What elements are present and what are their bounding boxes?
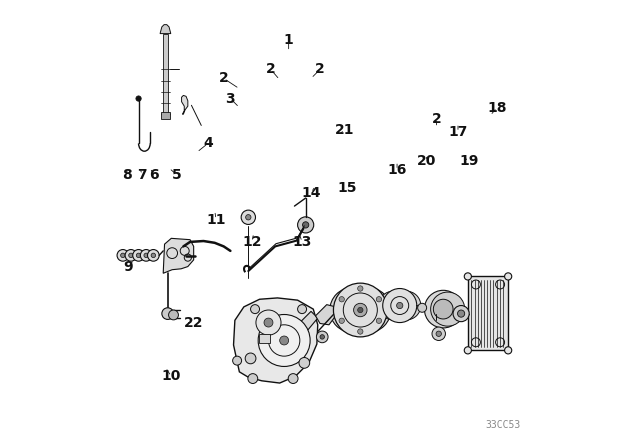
Circle shape — [330, 288, 374, 332]
Text: 1: 1 — [284, 33, 294, 47]
Circle shape — [316, 331, 328, 343]
Text: 7: 7 — [138, 168, 147, 182]
Polygon shape — [160, 25, 171, 34]
Polygon shape — [316, 305, 336, 325]
Text: 17: 17 — [448, 125, 468, 139]
Circle shape — [376, 318, 381, 323]
Circle shape — [136, 253, 141, 258]
Circle shape — [453, 306, 469, 322]
Polygon shape — [163, 238, 194, 273]
Circle shape — [298, 217, 314, 233]
Circle shape — [383, 289, 417, 323]
Text: 19: 19 — [459, 154, 479, 168]
Circle shape — [464, 347, 472, 354]
Circle shape — [379, 291, 408, 320]
Circle shape — [339, 318, 344, 323]
Circle shape — [418, 303, 427, 312]
Circle shape — [288, 374, 298, 383]
Circle shape — [504, 347, 512, 354]
Circle shape — [358, 307, 363, 313]
Polygon shape — [234, 298, 317, 383]
Text: 8: 8 — [122, 168, 132, 182]
Text: 33CC53: 33CC53 — [485, 420, 520, 430]
Circle shape — [258, 314, 310, 366]
Circle shape — [392, 291, 421, 320]
Circle shape — [233, 356, 242, 365]
Circle shape — [433, 299, 453, 319]
Text: 3: 3 — [225, 91, 236, 106]
Text: 2: 2 — [431, 112, 442, 126]
Polygon shape — [298, 311, 317, 332]
Circle shape — [120, 253, 125, 258]
Text: 10: 10 — [161, 369, 181, 383]
Text: 11: 11 — [206, 212, 226, 227]
Circle shape — [432, 327, 445, 340]
Circle shape — [251, 305, 260, 314]
Circle shape — [424, 290, 462, 328]
Text: 21: 21 — [335, 123, 355, 137]
Circle shape — [353, 303, 367, 317]
Circle shape — [464, 273, 472, 280]
Circle shape — [280, 336, 289, 345]
Text: 6: 6 — [149, 168, 159, 182]
Circle shape — [248, 374, 258, 383]
Circle shape — [151, 253, 156, 258]
Circle shape — [147, 250, 159, 261]
Circle shape — [397, 302, 403, 309]
Circle shape — [358, 329, 363, 334]
Circle shape — [117, 250, 129, 261]
Polygon shape — [182, 95, 188, 114]
Circle shape — [504, 273, 512, 280]
Text: 5: 5 — [172, 168, 182, 182]
Circle shape — [125, 250, 137, 261]
Text: 22: 22 — [184, 315, 204, 330]
Circle shape — [144, 253, 148, 258]
Circle shape — [140, 250, 152, 261]
Circle shape — [358, 286, 363, 291]
Circle shape — [320, 335, 324, 339]
Text: 2: 2 — [315, 62, 325, 77]
Circle shape — [339, 297, 344, 302]
Text: 16: 16 — [387, 163, 407, 177]
Circle shape — [431, 292, 465, 326]
Text: 4: 4 — [203, 136, 213, 151]
Circle shape — [162, 308, 173, 319]
Circle shape — [264, 318, 273, 327]
Text: 18: 18 — [487, 100, 507, 115]
Circle shape — [256, 310, 281, 335]
Text: 20: 20 — [417, 154, 436, 168]
Circle shape — [436, 331, 442, 336]
Bar — [163, 34, 168, 116]
Text: 2: 2 — [219, 71, 228, 86]
Circle shape — [246, 215, 251, 220]
Bar — [259, 334, 270, 343]
Text: 15: 15 — [337, 181, 356, 195]
Text: 9: 9 — [124, 259, 133, 274]
Circle shape — [458, 310, 465, 317]
Circle shape — [376, 297, 381, 302]
Circle shape — [241, 210, 255, 224]
Circle shape — [132, 250, 145, 261]
Bar — [161, 112, 170, 119]
Text: 14: 14 — [301, 185, 321, 200]
Circle shape — [129, 253, 133, 258]
Circle shape — [136, 96, 141, 101]
Circle shape — [245, 353, 256, 364]
Circle shape — [303, 222, 309, 228]
Circle shape — [299, 358, 310, 368]
Circle shape — [346, 288, 391, 332]
Circle shape — [168, 310, 179, 320]
Polygon shape — [468, 276, 508, 350]
Text: 12: 12 — [242, 235, 262, 249]
Text: 13: 13 — [292, 235, 312, 249]
Circle shape — [333, 283, 387, 337]
Text: 2: 2 — [266, 62, 276, 77]
Circle shape — [298, 305, 307, 314]
